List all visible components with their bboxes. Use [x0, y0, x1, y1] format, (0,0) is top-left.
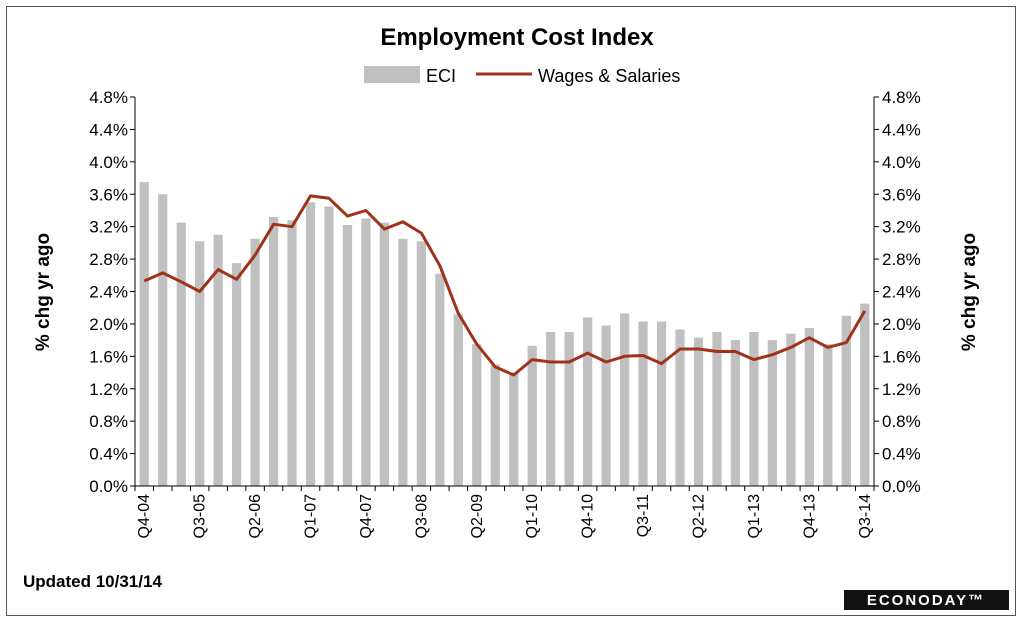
- econoday-logo: ECONODAY™: [844, 590, 1009, 610]
- left-y-tick-label: 3.2%: [89, 218, 128, 237]
- x-tick-label: Q2-09: [469, 494, 486, 539]
- eci-bar: [619, 313, 630, 486]
- left-y-axis: 0.0% 0.4% 0.8% 1.2% 1.6% 2.0% 2.4% 2.8% 3.2% 3.6%…: [89, 88, 135, 496]
- right-y-axis-label: % chg yr ago: [959, 233, 980, 351]
- eci-bar: [693, 337, 704, 486]
- eci-bar: [472, 344, 482, 486]
- x-tick-label: Q4-13: [801, 494, 818, 539]
- x-tick-label: Q3-11: [635, 494, 652, 537]
- legend-label-eci: ECI: [426, 66, 456, 86]
- eci-bar: [379, 222, 390, 487]
- eci-bar: [268, 216, 279, 487]
- eci-bar: [749, 332, 759, 486]
- x-tick-label: Q1-07: [303, 494, 320, 539]
- eci-bar: [416, 241, 426, 486]
- eci-bar: [398, 238, 408, 486]
- eci-bar: [564, 332, 574, 486]
- legend-swatch-eci: [364, 66, 420, 83]
- right-y-tick-label: 3.2%: [882, 218, 921, 237]
- left-y-tick-label: 4.8%: [89, 88, 128, 107]
- x-tick-label: Q1-10: [524, 494, 541, 539]
- updated-date: Updated 10/31/14: [23, 572, 162, 591]
- eci-bar: [139, 182, 149, 486]
- right-y-tick-label: 0.0%: [882, 477, 921, 496]
- left-y-tick-label: 0.4%: [89, 445, 128, 464]
- logo-text: ECONODAY™: [867, 592, 985, 609]
- eci-bar: [231, 263, 242, 486]
- left-y-tick-label: 4.0%: [89, 153, 128, 172]
- eci-bar: [250, 238, 260, 486]
- x-tick-label: Q3-05: [192, 494, 209, 539]
- right-y-tick-label: 3.6%: [882, 185, 921, 204]
- x-tick-label: Q4-10: [580, 494, 597, 539]
- right-y-tick-label: 0.8%: [882, 412, 921, 431]
- x-tick-label: Q2-12: [690, 494, 707, 539]
- eci-bar: [730, 340, 741, 486]
- eci-bar: [786, 333, 796, 486]
- left-y-tick-label: 2.4%: [89, 283, 128, 302]
- right-y-tick-label: 4.4%: [882, 120, 921, 139]
- legend: ECI Wages & Salaries: [364, 66, 680, 86]
- x-tick-label: Q4-04: [136, 494, 153, 539]
- eci-bar: [509, 372, 519, 486]
- eci-bars: [139, 182, 870, 487]
- plot-axes: [134, 97, 875, 487]
- eci-bar: [213, 234, 223, 486]
- eci-bar: [324, 206, 334, 486]
- left-y-tick-label: 2.0%: [89, 315, 128, 334]
- eci-bar: [583, 317, 593, 486]
- eci-bar: [158, 194, 168, 486]
- right-y-tick-label: 2.0%: [882, 315, 921, 334]
- left-y-tick-label: 0.8%: [89, 412, 128, 431]
- right-y-tick-label: 4.0%: [882, 153, 921, 172]
- right-y-tick-label: 2.8%: [882, 250, 921, 269]
- x-tick-label: Q3-08: [413, 494, 430, 539]
- x-axis: Q4-04 Q3-05 Q2-06 Q1-07 Q4-07 Q3-08 Q2-09 Q1-10…: [134, 486, 875, 539]
- x-tick-label: Q1-13: [746, 494, 763, 539]
- legend-label-wages: Wages & Salaries: [538, 66, 680, 86]
- eci-bar: [176, 222, 186, 487]
- logo-background: [844, 590, 1009, 610]
- x-tick-label: Q4-07: [358, 494, 375, 539]
- x-tick-label: Q3-14: [857, 494, 874, 539]
- eci-bar: [435, 273, 445, 486]
- eci-bar: [361, 218, 371, 486]
- eci-bar: [675, 329, 685, 486]
- x-tick-label: Q2-06: [247, 494, 264, 539]
- left-y-tick-label: 1.6%: [89, 347, 128, 366]
- eci-bar: [490, 364, 500, 486]
- left-y-tick-label: 2.8%: [89, 250, 128, 269]
- eci-bar: [453, 314, 463, 486]
- left-y-tick-label: 3.6%: [89, 185, 128, 204]
- eci-bar: [841, 315, 851, 486]
- wages-salaries-line: [143, 194, 867, 377]
- left-y-tick-label: 0.0%: [89, 477, 128, 496]
- right-y-tick-label: 1.2%: [882, 380, 921, 399]
- eci-bar: [601, 325, 611, 486]
- eci-bar: [342, 225, 353, 486]
- right-y-tick-label: 0.4%: [882, 445, 921, 464]
- eci-bar: [638, 321, 648, 486]
- eci-bar: [305, 202, 316, 486]
- right-y-tick-label: 1.6%: [882, 347, 921, 366]
- right-y-axis: 0.0% 0.4% 0.8% 1.2% 1.6% 2.0% 2.4% 2.8% 3.2% 3.6%…: [874, 88, 921, 496]
- eci-bar: [804, 327, 814, 486]
- eci-bar: [860, 303, 870, 486]
- chart-frame: Employment Cost Index ECI Wages & Salari…: [6, 6, 1016, 616]
- left-y-tick-label: 4.4%: [89, 120, 128, 139]
- eci-bar: [767, 340, 778, 486]
- eci-bar: [546, 332, 556, 486]
- eci-bar: [656, 321, 667, 486]
- left-y-axis-label: % chg yr ago: [33, 233, 54, 351]
- eci-bar: [287, 220, 297, 486]
- eci-bar: [712, 332, 722, 486]
- left-y-tick-label: 1.2%: [89, 380, 128, 399]
- right-y-tick-label: 4.8%: [882, 88, 921, 107]
- chart-title: Employment Cost Index: [380, 24, 654, 51]
- chart-svg: Employment Cost Index ECI Wages & Salari…: [23, 24, 1009, 610]
- eci-bar: [195, 241, 205, 486]
- eci-bar: [527, 345, 537, 486]
- eci-bar: [823, 344, 833, 486]
- right-y-tick-label: 2.4%: [882, 283, 921, 302]
